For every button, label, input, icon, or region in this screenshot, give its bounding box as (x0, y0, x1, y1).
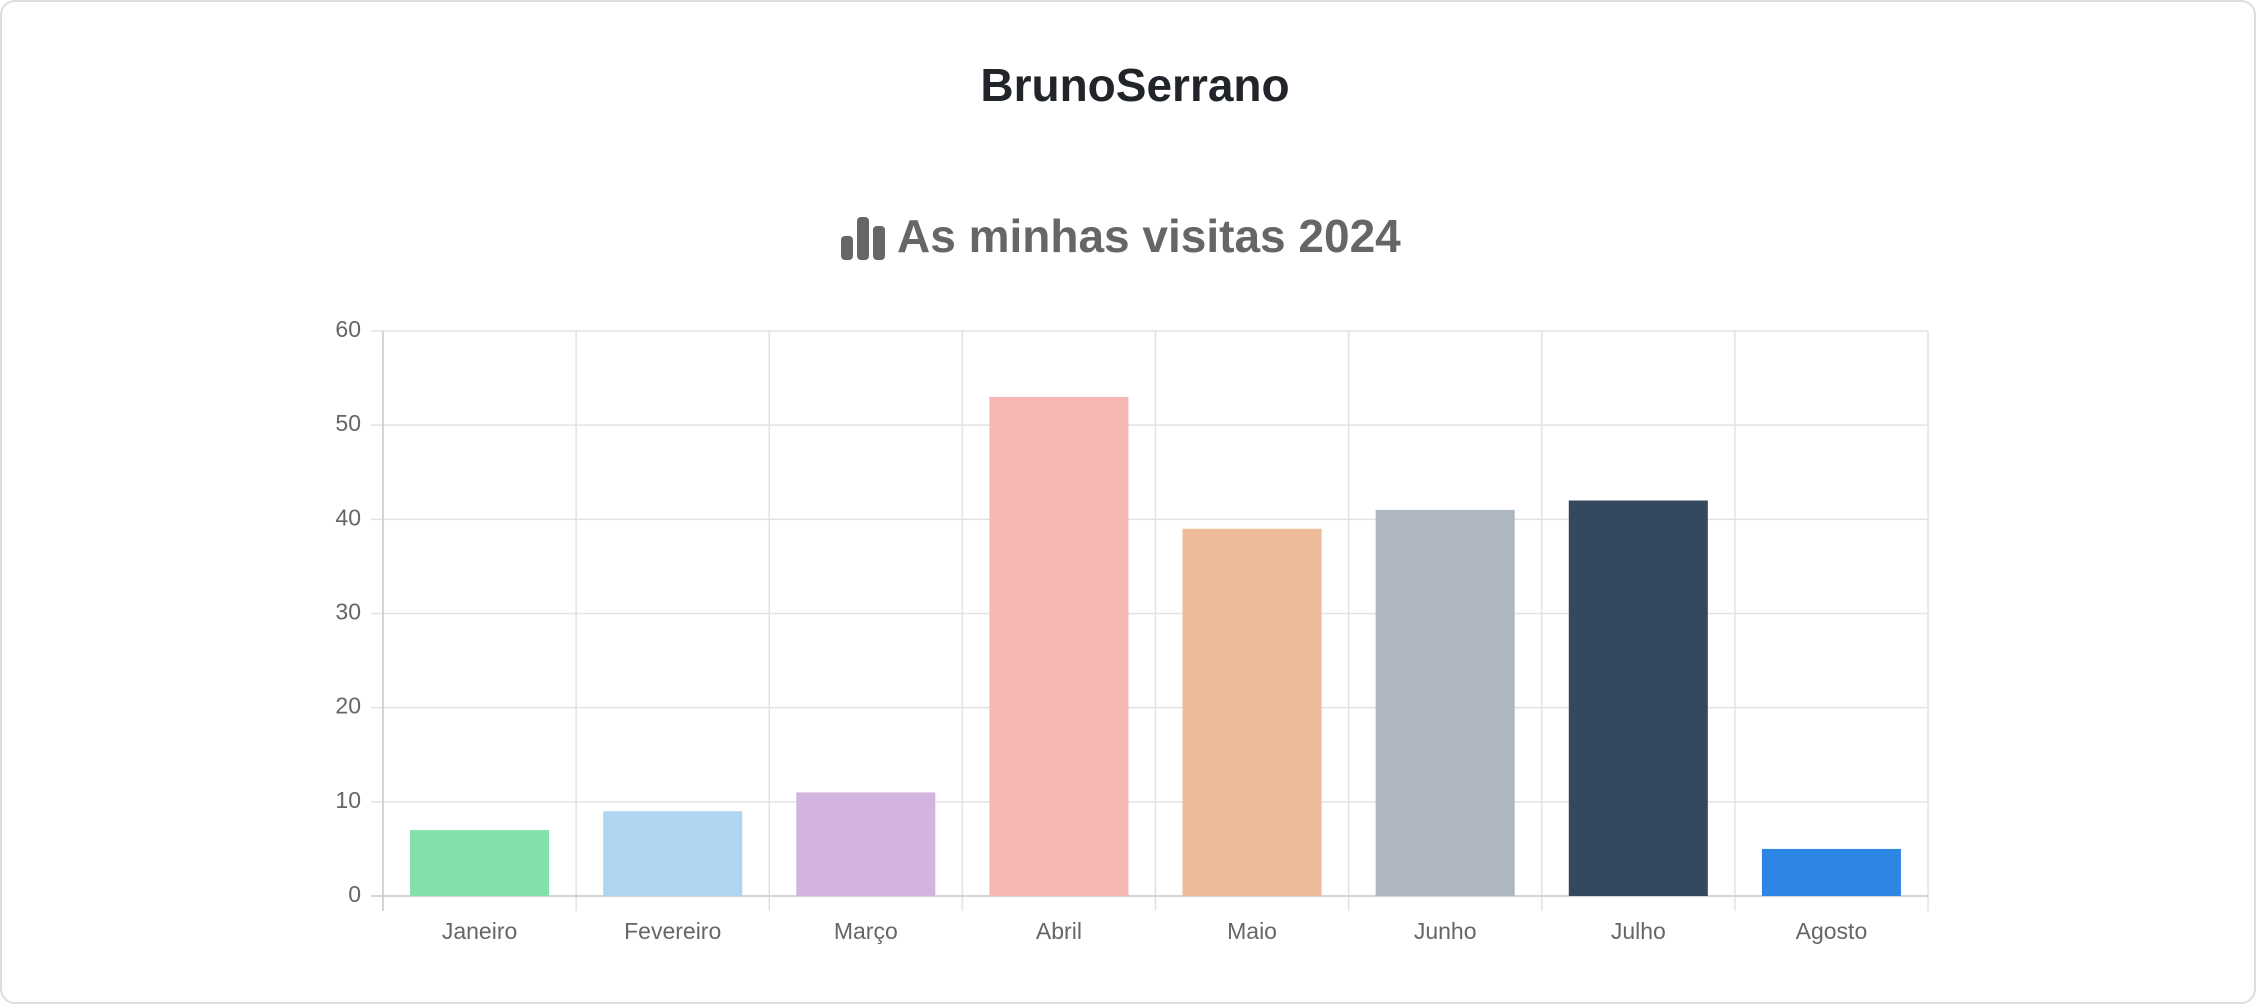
x-tick-label: Março (834, 918, 898, 944)
bar (603, 811, 743, 896)
x-tick-label: Fevereiro (624, 918, 721, 944)
x-tick-label: Agosto (1796, 918, 1868, 944)
bar (1182, 528, 1322, 896)
bar (796, 792, 936, 896)
y-tick-label: 40 (335, 504, 361, 530)
y-tick-label: 60 (335, 316, 361, 342)
site-title: BrunoSerrano (980, 59, 1289, 111)
x-tick-label: Junho (1414, 918, 1477, 944)
chart-icon (841, 217, 885, 260)
chart-title: As minhas visitas 2024 (897, 210, 1401, 262)
y-tick-label: 0 (348, 881, 361, 907)
y-tick-label: 30 (335, 599, 361, 625)
bar (989, 396, 1129, 896)
x-tick-label: Janeiro (442, 918, 517, 944)
x-tick-label: Abril (1036, 918, 1082, 944)
bar (410, 830, 550, 896)
x-tick-label: Julho (1611, 918, 1666, 944)
bar (1761, 848, 1901, 896)
x-tick-label: Maio (1227, 918, 1277, 944)
y-tick-label: 20 (335, 693, 361, 719)
bar (1375, 509, 1515, 896)
y-tick-label: 50 (335, 410, 361, 436)
bar (1568, 500, 1708, 896)
y-tick-label: 10 (335, 787, 361, 813)
